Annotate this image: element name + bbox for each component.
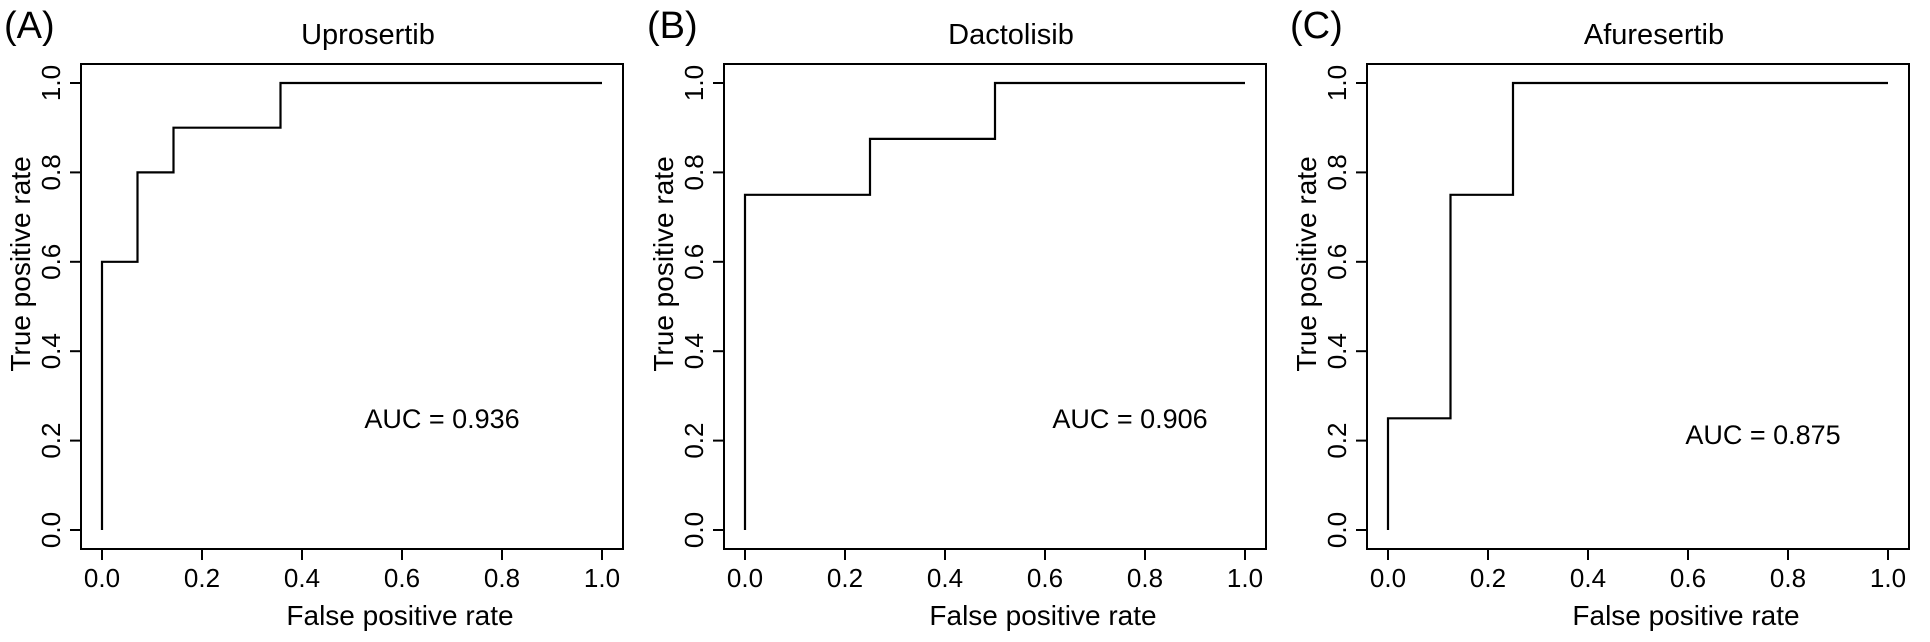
roc-chart-uprosertib: (A) Uprosertib 0.0 0.2 0.4 0.6 0.8 1.00.00.20… xyxy=(4,5,624,631)
plot-region: 0.0 0.2 0.4 0.6 0.8 1.0 0.0 0.2 0.4 0.6 0.8 1.0 xyxy=(1322,63,1910,593)
y-tick-label: 0.8 xyxy=(1322,154,1352,190)
plot-region: 0.0 0.2 0.4 0.6 0.8 1.0 0.0 0.2 0.4 0.6 0.8 1.0 xyxy=(36,63,624,593)
x-tick-label: 0.2 xyxy=(827,563,863,593)
y-axis-label: True positive rate xyxy=(5,156,36,371)
chart-title: Uprosertib xyxy=(301,19,435,51)
x-axis-label: False positive rate xyxy=(286,600,513,631)
y-tick-label: 0.4 xyxy=(1322,333,1352,369)
plot-region: 0.0 0.2 0.4 0.6 0.8 1.0 0.0 0.2 0.4 0.6 0.8 1.0 xyxy=(679,63,1267,593)
x-tick-label: 0.0 xyxy=(727,563,763,593)
x-axis-label: False positive rate xyxy=(1572,600,1799,631)
x-tick-label: 0.4 xyxy=(1570,563,1606,593)
chart-title: Afuresertib xyxy=(1584,19,1724,51)
y-tick-label: 1.0 xyxy=(679,65,709,101)
roc-curve xyxy=(743,81,1245,530)
x-tick-label: 0.0 xyxy=(84,563,120,593)
x-tick-label: 0.4 xyxy=(284,563,320,593)
x-tick-label: 1.0 xyxy=(1870,563,1906,593)
x-tick-label: 0.8 xyxy=(1127,563,1163,593)
x-axis-label: False positive rate xyxy=(929,600,1156,631)
x-tick-label: 0.6 xyxy=(384,563,420,593)
x-tick-label: 0.8 xyxy=(484,563,520,593)
y-tick-label: 0.2 xyxy=(679,423,709,459)
x-tick-label: 1.0 xyxy=(584,563,620,593)
y-axis-label: True positive rate xyxy=(1291,156,1322,371)
panel-letter: (C) xyxy=(1290,5,1343,47)
x-tick-label: 0.6 xyxy=(1027,563,1063,593)
auc-annotation: AUC = 0.906 xyxy=(1052,404,1207,434)
y-tick-label: 0.0 xyxy=(1322,512,1352,548)
y-tick-label: 1.0 xyxy=(36,65,66,101)
x-tick-label: 0.8 xyxy=(1770,563,1806,593)
y-tick-label: 0.0 xyxy=(679,512,709,548)
plot-box xyxy=(80,63,624,550)
y-tick-label: 0.6 xyxy=(1322,244,1352,280)
x-tick-label: 0.6 xyxy=(1670,563,1706,593)
chart-title: Dactolisib xyxy=(948,19,1074,51)
y-tick-label: 0.2 xyxy=(1322,423,1352,459)
y-tick-label: 0.6 xyxy=(679,244,709,280)
auc-annotation: AUC = 0.875 xyxy=(1685,420,1840,450)
y-tick-label: 0.0 xyxy=(36,512,66,548)
y-tick-label: 0.6 xyxy=(36,244,66,280)
y-tick-label: 0.4 xyxy=(679,333,709,369)
x-tick-label: 0.0 xyxy=(1370,563,1406,593)
panel-letter: (B) xyxy=(647,5,698,47)
x-tick-label: 1.0 xyxy=(1227,563,1263,593)
x-tick-label: 0.2 xyxy=(1470,563,1506,593)
y-tick-label: 0.8 xyxy=(36,154,66,190)
y-tick-label: 0.8 xyxy=(679,154,709,190)
y-tick-label: 1.0 xyxy=(1322,65,1352,101)
roc-curve xyxy=(1386,81,1888,530)
auc-annotation: AUC = 0.936 xyxy=(364,404,519,434)
roc-chart-dactolisib: (B) Dactolisib 0.0 0.2 0.4 0.6 0.8 1.00.00.20… xyxy=(647,5,1267,631)
x-tick-label: 0.4 xyxy=(927,563,963,593)
panel-uprosertib: (A) Uprosertib 0.0 0.2 0.4 0.6 0.8 1.0 0.0 0.2 0… xyxy=(0,0,643,642)
x-tick-label: 0.2 xyxy=(184,563,220,593)
roc-curve xyxy=(100,81,602,530)
plot-box xyxy=(1366,63,1910,550)
roc-chart-afuresertib: (C) Afuresertib 0.0 0.2 0.4 0.6 0.8 1.0 0.0 0.2… xyxy=(1290,5,1910,631)
plot-box xyxy=(723,63,1267,550)
panel-letter: (A) xyxy=(4,5,55,47)
panel-afuresertib: (C) Afuresertib 0.0 0.2 0.4 0.6 0.8 1.0 0.0 0.2… xyxy=(1286,0,1929,642)
panel-dactolisib: (B) Dactolisib 0.0 0.2 0.4 0.6 0.8 1.0 0.0 0.2 0… xyxy=(643,0,1286,642)
y-tick-label: 0.2 xyxy=(36,423,66,459)
y-tick-label: 0.4 xyxy=(36,333,66,369)
y-axis-label: True positive rate xyxy=(648,156,679,371)
